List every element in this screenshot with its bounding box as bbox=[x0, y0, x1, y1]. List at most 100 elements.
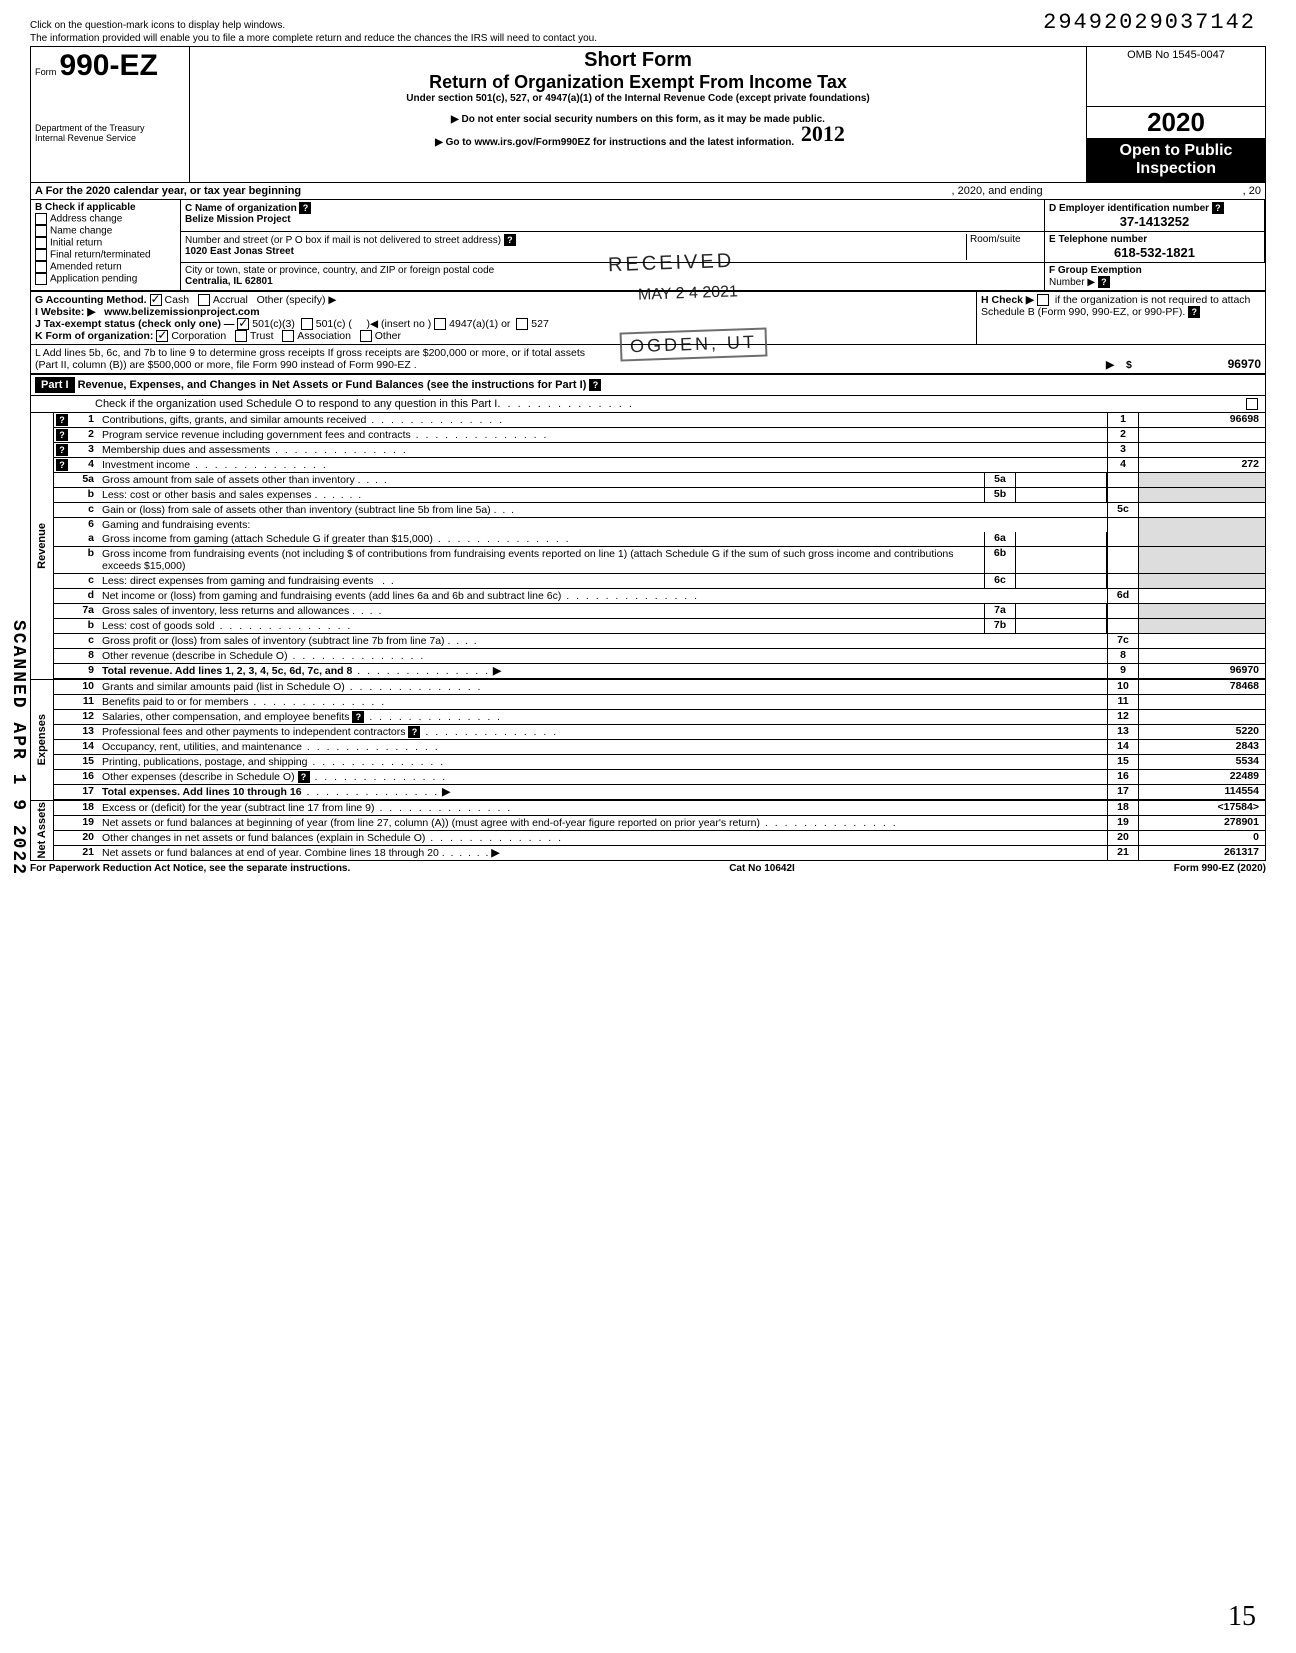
checkbox-4947[interactable] bbox=[434, 318, 446, 330]
row-num: 21 bbox=[70, 846, 100, 860]
row-num: c bbox=[70, 574, 100, 588]
label-address-change: Address change bbox=[50, 213, 122, 224]
help-icon[interactable]: ? bbox=[56, 459, 68, 471]
line-l-text2: (Part II, column (B)) are $500,000 or mo… bbox=[35, 359, 1106, 371]
box-num: 16 bbox=[1107, 770, 1138, 784]
ssn-warning: ▶ Do not enter social security numbers o… bbox=[194, 114, 1082, 125]
line-a-end: , 20 bbox=[1243, 185, 1261, 197]
goto-url: ▶ Go to www.irs.gov/Form990EZ for instru… bbox=[194, 125, 1082, 151]
checkbox-501c[interactable] bbox=[301, 318, 313, 330]
amount: 78468 bbox=[1138, 680, 1265, 694]
row-desc: Benefits paid to or for members bbox=[102, 696, 248, 708]
box-shaded bbox=[1107, 547, 1138, 573]
amount bbox=[1138, 443, 1265, 457]
row-desc: Gross amount from sale of assets other t… bbox=[102, 474, 355, 486]
open-public-1: Open to Public bbox=[1091, 142, 1261, 160]
amount: 278901 bbox=[1138, 816, 1265, 830]
box-num: 12 bbox=[1107, 710, 1138, 724]
amount: 0 bbox=[1138, 831, 1265, 845]
help-icon[interactable]: ? bbox=[1098, 276, 1110, 288]
open-public-2: Inspection bbox=[1091, 160, 1261, 178]
help-icon[interactable]: ? bbox=[352, 711, 364, 723]
label-4947: 4947(a)(1) or bbox=[449, 318, 510, 330]
checkbox-schedule-o[interactable] bbox=[1246, 398, 1258, 410]
row-num: 7a bbox=[70, 604, 100, 618]
label-501c: 501(c) ( bbox=[316, 318, 352, 330]
box-num: 10 bbox=[1107, 680, 1138, 694]
tax-year: 20202020 bbox=[1087, 107, 1265, 138]
checkbox-accrual[interactable] bbox=[198, 294, 210, 306]
box-num: 18 bbox=[1107, 801, 1138, 815]
row-desc: Other changes in net assets or fund bala… bbox=[102, 832, 425, 844]
checkbox-final-return[interactable] bbox=[35, 249, 47, 261]
help-icon[interactable]: ? bbox=[589, 379, 601, 391]
room-suite-label: Room/suite bbox=[966, 234, 1040, 260]
checkbox-527[interactable] bbox=[516, 318, 528, 330]
row-desc: Gaming and fundraising events: bbox=[100, 518, 1107, 532]
checkbox-name-change[interactable] bbox=[35, 225, 47, 237]
help-icon[interactable]: ? bbox=[56, 414, 68, 426]
row-desc: Professional fees and other payments to … bbox=[102, 726, 406, 738]
sub-amount bbox=[1016, 619, 1107, 633]
received-date-stamp: MAY 2 4 2021 bbox=[630, 281, 747, 307]
row-desc: Less: cost or other basis and sales expe… bbox=[102, 489, 312, 501]
row-num: 20 bbox=[70, 831, 100, 845]
row-num: 13 bbox=[70, 725, 100, 739]
label-corporation: Corporation bbox=[171, 330, 226, 342]
help-icon[interactable]: ? bbox=[298, 771, 310, 783]
dept-irs: Internal Revenue Service bbox=[35, 133, 185, 143]
help-icon[interactable]: ? bbox=[504, 234, 516, 246]
checkbox-application-pending[interactable] bbox=[35, 273, 47, 285]
box-num: 6d bbox=[1107, 589, 1138, 603]
box-f-number: Number ▶ bbox=[1049, 277, 1095, 288]
sub-box: 5b bbox=[984, 488, 1016, 502]
checkbox-cash[interactable] bbox=[150, 294, 162, 306]
help-icon[interactable]: ? bbox=[1212, 202, 1224, 214]
box-num: 3 bbox=[1107, 443, 1138, 457]
line-j-label: J Tax-exempt status (check only one) — bbox=[35, 318, 234, 330]
help-icon[interactable]: ? bbox=[299, 202, 311, 214]
help-icon[interactable]: ? bbox=[1188, 306, 1200, 318]
city-label: City or town, state or province, country… bbox=[185, 265, 494, 276]
box-num: 4 bbox=[1107, 458, 1138, 472]
row-desc: Excess or (deficit) for the year (subtra… bbox=[102, 802, 375, 814]
checkbox-address-change[interactable] bbox=[35, 213, 47, 225]
checkbox-initial-return[interactable] bbox=[35, 237, 47, 249]
help-icon[interactable]: ? bbox=[408, 726, 420, 738]
checkbox-trust[interactable] bbox=[235, 330, 247, 342]
box-shaded bbox=[1107, 518, 1138, 532]
checkbox-501c3[interactable] bbox=[237, 318, 249, 330]
form-subtitle: Under section 501(c), 527, or 4947(a)(1)… bbox=[194, 93, 1082, 104]
row-num: d bbox=[70, 589, 100, 603]
help-icon[interactable]: ? bbox=[56, 444, 68, 456]
box-shaded bbox=[1107, 488, 1138, 502]
row-desc: Contributions, gifts, grants, and simila… bbox=[102, 414, 366, 426]
checkbox-other-org[interactable] bbox=[360, 330, 372, 342]
box-d-label: D Employer identification number bbox=[1049, 203, 1209, 214]
row-num: 18 bbox=[70, 801, 100, 815]
amount-shaded bbox=[1138, 488, 1265, 502]
help-icon[interactable]: ? bbox=[56, 429, 68, 441]
sub-box: 6b bbox=[984, 547, 1016, 573]
sub-amount bbox=[1016, 547, 1107, 573]
checkbox-association[interactable] bbox=[282, 330, 294, 342]
box-num: 8 bbox=[1107, 649, 1138, 663]
sub-amount bbox=[1016, 574, 1107, 588]
row-num: a bbox=[70, 532, 100, 546]
row-desc: Gross profit or (loss) from sales of inv… bbox=[102, 635, 445, 647]
box-shaded bbox=[1107, 532, 1138, 546]
amount-shaded bbox=[1138, 604, 1265, 618]
box-num: 15 bbox=[1107, 755, 1138, 769]
amount-shaded bbox=[1138, 574, 1265, 588]
checkbox-amended-return[interactable] bbox=[35, 261, 47, 273]
footer-left: For Paperwork Reduction Act Notice, see … bbox=[30, 863, 350, 874]
checkbox-corporation[interactable] bbox=[156, 330, 168, 342]
row-desc: Net assets or fund balances at end of ye… bbox=[102, 847, 439, 859]
row-desc: Less: direct expenses from gaming and fu… bbox=[102, 575, 373, 587]
dept-treasury: Department of the Treasury bbox=[35, 123, 185, 133]
row-num: 4 bbox=[70, 458, 100, 472]
street-label: Number and street (or P O box if mail is… bbox=[185, 235, 501, 246]
label-association: Association bbox=[297, 330, 351, 342]
box-num: 14 bbox=[1107, 740, 1138, 754]
checkbox-schedule-b[interactable] bbox=[1037, 294, 1049, 306]
